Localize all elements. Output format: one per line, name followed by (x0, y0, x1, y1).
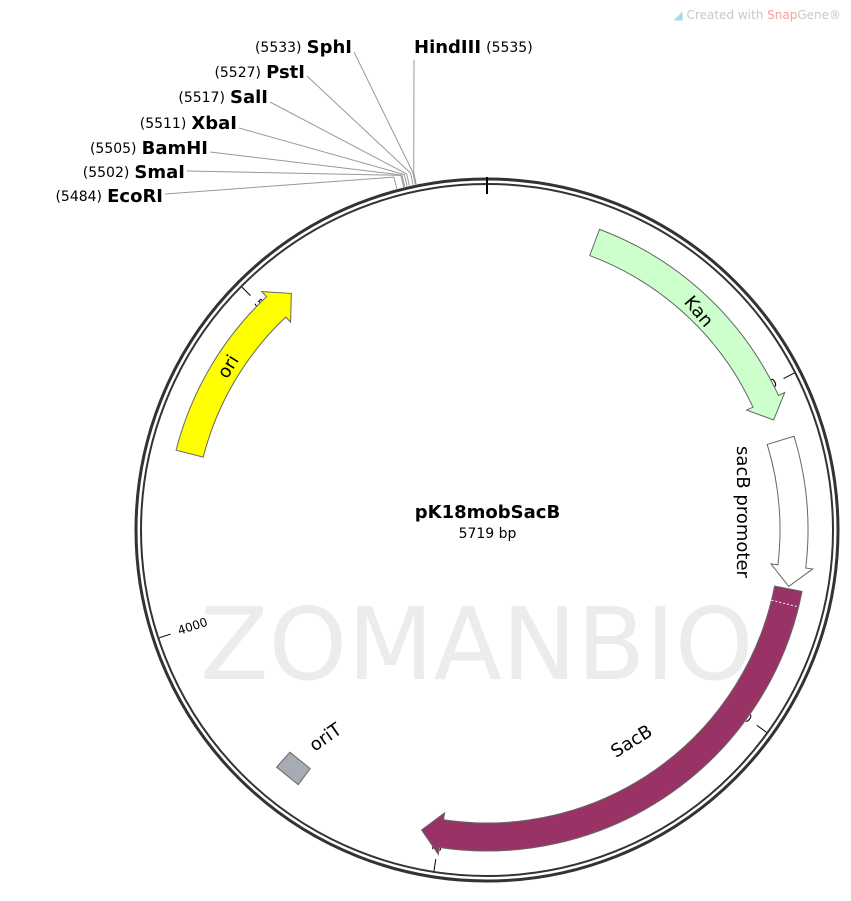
enzyme-name: BamHI (142, 138, 208, 159)
enzyme-position: (5517) (178, 90, 225, 106)
tick-mark (159, 633, 171, 639)
enzyme-name: SalI (230, 87, 268, 108)
cut-site-line (209, 151, 406, 187)
enzyme-label-ecori[interactable]: (5484) EcoRI (55, 186, 163, 207)
cut-site-line (306, 75, 414, 185)
credit-text: Created with (686, 8, 768, 22)
feature-ori (175, 290, 292, 458)
enzyme-label-smai[interactable]: (5502) SmaI (83, 162, 185, 183)
enzyme-name: XbaI (191, 113, 237, 134)
feature-orit (275, 751, 311, 786)
feature-sacb-promoter (766, 435, 815, 588)
watermark: ZOMANBIO (200, 586, 754, 703)
tick-mark (783, 372, 795, 379)
enzyme-position: (5533) (255, 40, 302, 56)
enzyme-position: (5527) (214, 65, 261, 81)
enzyme-label-xbai[interactable]: (5511) XbaI (140, 113, 237, 134)
enzyme-name: SphI (307, 37, 352, 58)
cut-site-line (353, 51, 416, 185)
enzyme-position: (5484) (55, 189, 102, 205)
cut-site-line (164, 176, 398, 195)
cut-site-line (269, 101, 410, 186)
plasmid-name: pK18mobSacB (414, 502, 561, 523)
enzyme-label-sphi[interactable]: (5533) SphI (255, 37, 352, 58)
cut-site-line (186, 170, 405, 188)
tick-mark (241, 286, 251, 296)
sacb-divider (771, 599, 799, 608)
enzyme-name: PstI (266, 62, 305, 83)
enzyme-position: (5505) (90, 141, 137, 157)
enzyme-label-psti[interactable]: (5527) PstI (214, 62, 305, 83)
feature-sacb (420, 585, 803, 856)
enzyme-name: HindIII (414, 37, 481, 58)
plasmid-length: 5719 bp (458, 526, 517, 542)
feature-kan (589, 228, 786, 421)
enzyme-name: EcoRI (107, 186, 163, 207)
tick-label: 4000 (176, 615, 209, 638)
snapgene-logo-icon: ◢ (673, 8, 683, 22)
tick-mark (433, 858, 437, 871)
feature-label: SacB (607, 721, 656, 762)
cut-site-line (238, 127, 408, 187)
tick-mark (756, 724, 767, 733)
enzyme-label-sali[interactable]: (5517) SalI (178, 87, 268, 108)
snapgene-credit[interactable]: ◢ Created with SnapGene® (673, 8, 841, 22)
cut-site-line (413, 59, 417, 185)
enzyme-name: SmaI (134, 162, 185, 183)
enzyme-position: (5502) (83, 165, 130, 181)
enzyme-label-hindiii[interactable]: HindIII (5535) (414, 37, 533, 58)
feature-label: oriT (306, 719, 347, 757)
credit-brand-2: Gene® (797, 8, 841, 22)
feature-label: sacB promoter (732, 446, 753, 578)
enzyme-position: (5511) (140, 116, 187, 132)
enzyme-label-bamhi[interactable]: (5505) BamHI (90, 138, 208, 159)
credit-brand: Snap (767, 8, 798, 22)
enzyme-position: (5535) (486, 40, 533, 56)
